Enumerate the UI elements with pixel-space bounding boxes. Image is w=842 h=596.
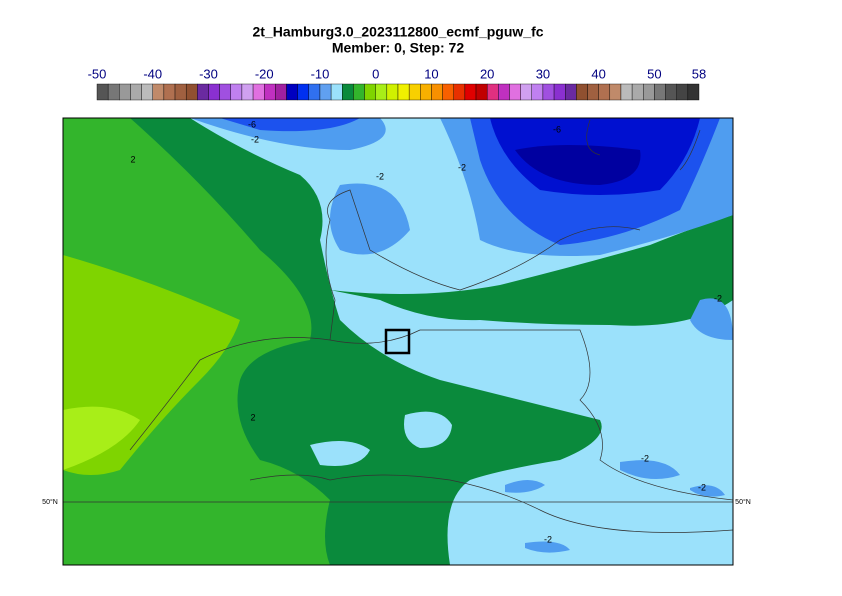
colorbar-label: 40: [591, 66, 605, 81]
colorbar-box: [408, 83, 421, 101]
colorbar-box: [219, 83, 231, 101]
subtitle: Member: 0, Step: 72: [332, 40, 464, 56]
colorbar-box: [96, 83, 109, 101]
colorbar-box: [565, 83, 577, 101]
target-box: [384, 328, 411, 355]
colorbar-box: [197, 83, 209, 101]
colorbar-box: [252, 83, 265, 101]
colorbar-label: 30: [536, 66, 550, 81]
colorbar-box: [531, 83, 544, 101]
contour-label: 2: [130, 154, 135, 164]
region: [310, 411, 452, 466]
colorbar-box: [620, 83, 633, 101]
region: [330, 215, 733, 326]
colorbar-label: 20: [480, 66, 494, 81]
colorbar-label: 10: [424, 66, 438, 81]
contour-label: -2: [251, 134, 259, 144]
colorbar-box: [286, 83, 298, 101]
colorbar-box: [107, 83, 120, 101]
colorbar-box: [553, 83, 566, 101]
contour-label: -2: [458, 162, 466, 172]
coastline: [129, 119, 733, 533]
colorbar-box: [687, 83, 700, 101]
colorbar-box: [587, 83, 599, 101]
colorbar-box: [275, 83, 287, 101]
colorbar-label: -30: [199, 66, 218, 81]
colorbar-box: [174, 83, 187, 101]
region: [515, 145, 641, 185]
colorbar-box: [364, 83, 376, 101]
contour-label: -2: [376, 171, 384, 181]
contour-label: -2: [714, 293, 722, 303]
colorbar-box: [185, 83, 198, 101]
map: [63, 118, 733, 565]
region: [63, 406, 140, 470]
colorbar-box: [598, 83, 611, 101]
contour-label: -6: [248, 119, 256, 129]
colorbar-box: [486, 83, 499, 101]
colorbar-box: [576, 83, 588, 101]
contour-label: -6: [553, 124, 561, 134]
colorbar-box: [654, 83, 666, 101]
colorbar-label: -10: [311, 66, 330, 81]
colorbar-box: [631, 83, 644, 101]
lat-label: 50°N: [735, 498, 751, 506]
contour-label: 2: [250, 412, 255, 422]
colorbar-label: -40: [143, 66, 162, 81]
contour-label: -2: [698, 482, 706, 492]
lat-label: 50°N: [42, 498, 58, 506]
colorbar-box: [152, 83, 165, 101]
contour-labels: -6 -2 2 -2 -2 -6 -2 2 -2 -2 -2: [130, 119, 722, 544]
colorbar-box: [297, 83, 310, 101]
colorbar-box: [420, 83, 432, 101]
colorbar-box: [342, 83, 354, 101]
colorbar-box: [442, 83, 454, 101]
colorbar-box: [676, 83, 689, 101]
colorbar-label: 58: [692, 66, 706, 81]
colorbar-label: 0: [372, 66, 379, 81]
colorbar-box: [520, 83, 532, 101]
colorbar-box: [163, 83, 176, 101]
colorbar-box: [498, 83, 510, 101]
colorbar-box: [353, 83, 365, 101]
colorbar-box: [230, 83, 243, 101]
colorbar-box: [609, 83, 622, 101]
map-frame: [62, 117, 734, 566]
contour-label: -2: [544, 534, 552, 544]
colorbar-box: [475, 83, 488, 101]
colorbar-box: [208, 83, 220, 101]
colorbar-box: [431, 83, 443, 101]
colorbar-box: [119, 83, 131, 101]
colorbar-label: -20: [255, 66, 274, 81]
colorbar-box: [665, 83, 677, 101]
colorbar-label: -50: [88, 66, 107, 81]
colorbar-box: [330, 83, 343, 101]
title: 2t_Hamburg3.0_2023112800_ecmf_pguw_fc: [252, 24, 543, 40]
colorbar-box: [141, 83, 153, 101]
colorbar-box: [509, 83, 521, 101]
colorbar-box: [308, 83, 321, 101]
contour-label: -2: [641, 453, 649, 463]
colorbar-box: [264, 83, 276, 101]
colorbar-box: [130, 83, 142, 101]
colorbar-box: [319, 83, 332, 101]
colorbar-box: [453, 83, 466, 101]
colorbar-box: [241, 83, 254, 101]
colorbar: -50 -40 -30 -20 -10 0 10 20 30 40 50 58: [88, 66, 706, 101]
colorbar-box: [375, 83, 388, 101]
colorbar-box: [386, 83, 399, 101]
colorbar-label: 50: [647, 66, 661, 81]
colorbar-box: [464, 83, 477, 101]
colorbar-box: [643, 83, 655, 101]
colorbar-box: [542, 83, 555, 101]
colorbar-box: [397, 83, 410, 101]
